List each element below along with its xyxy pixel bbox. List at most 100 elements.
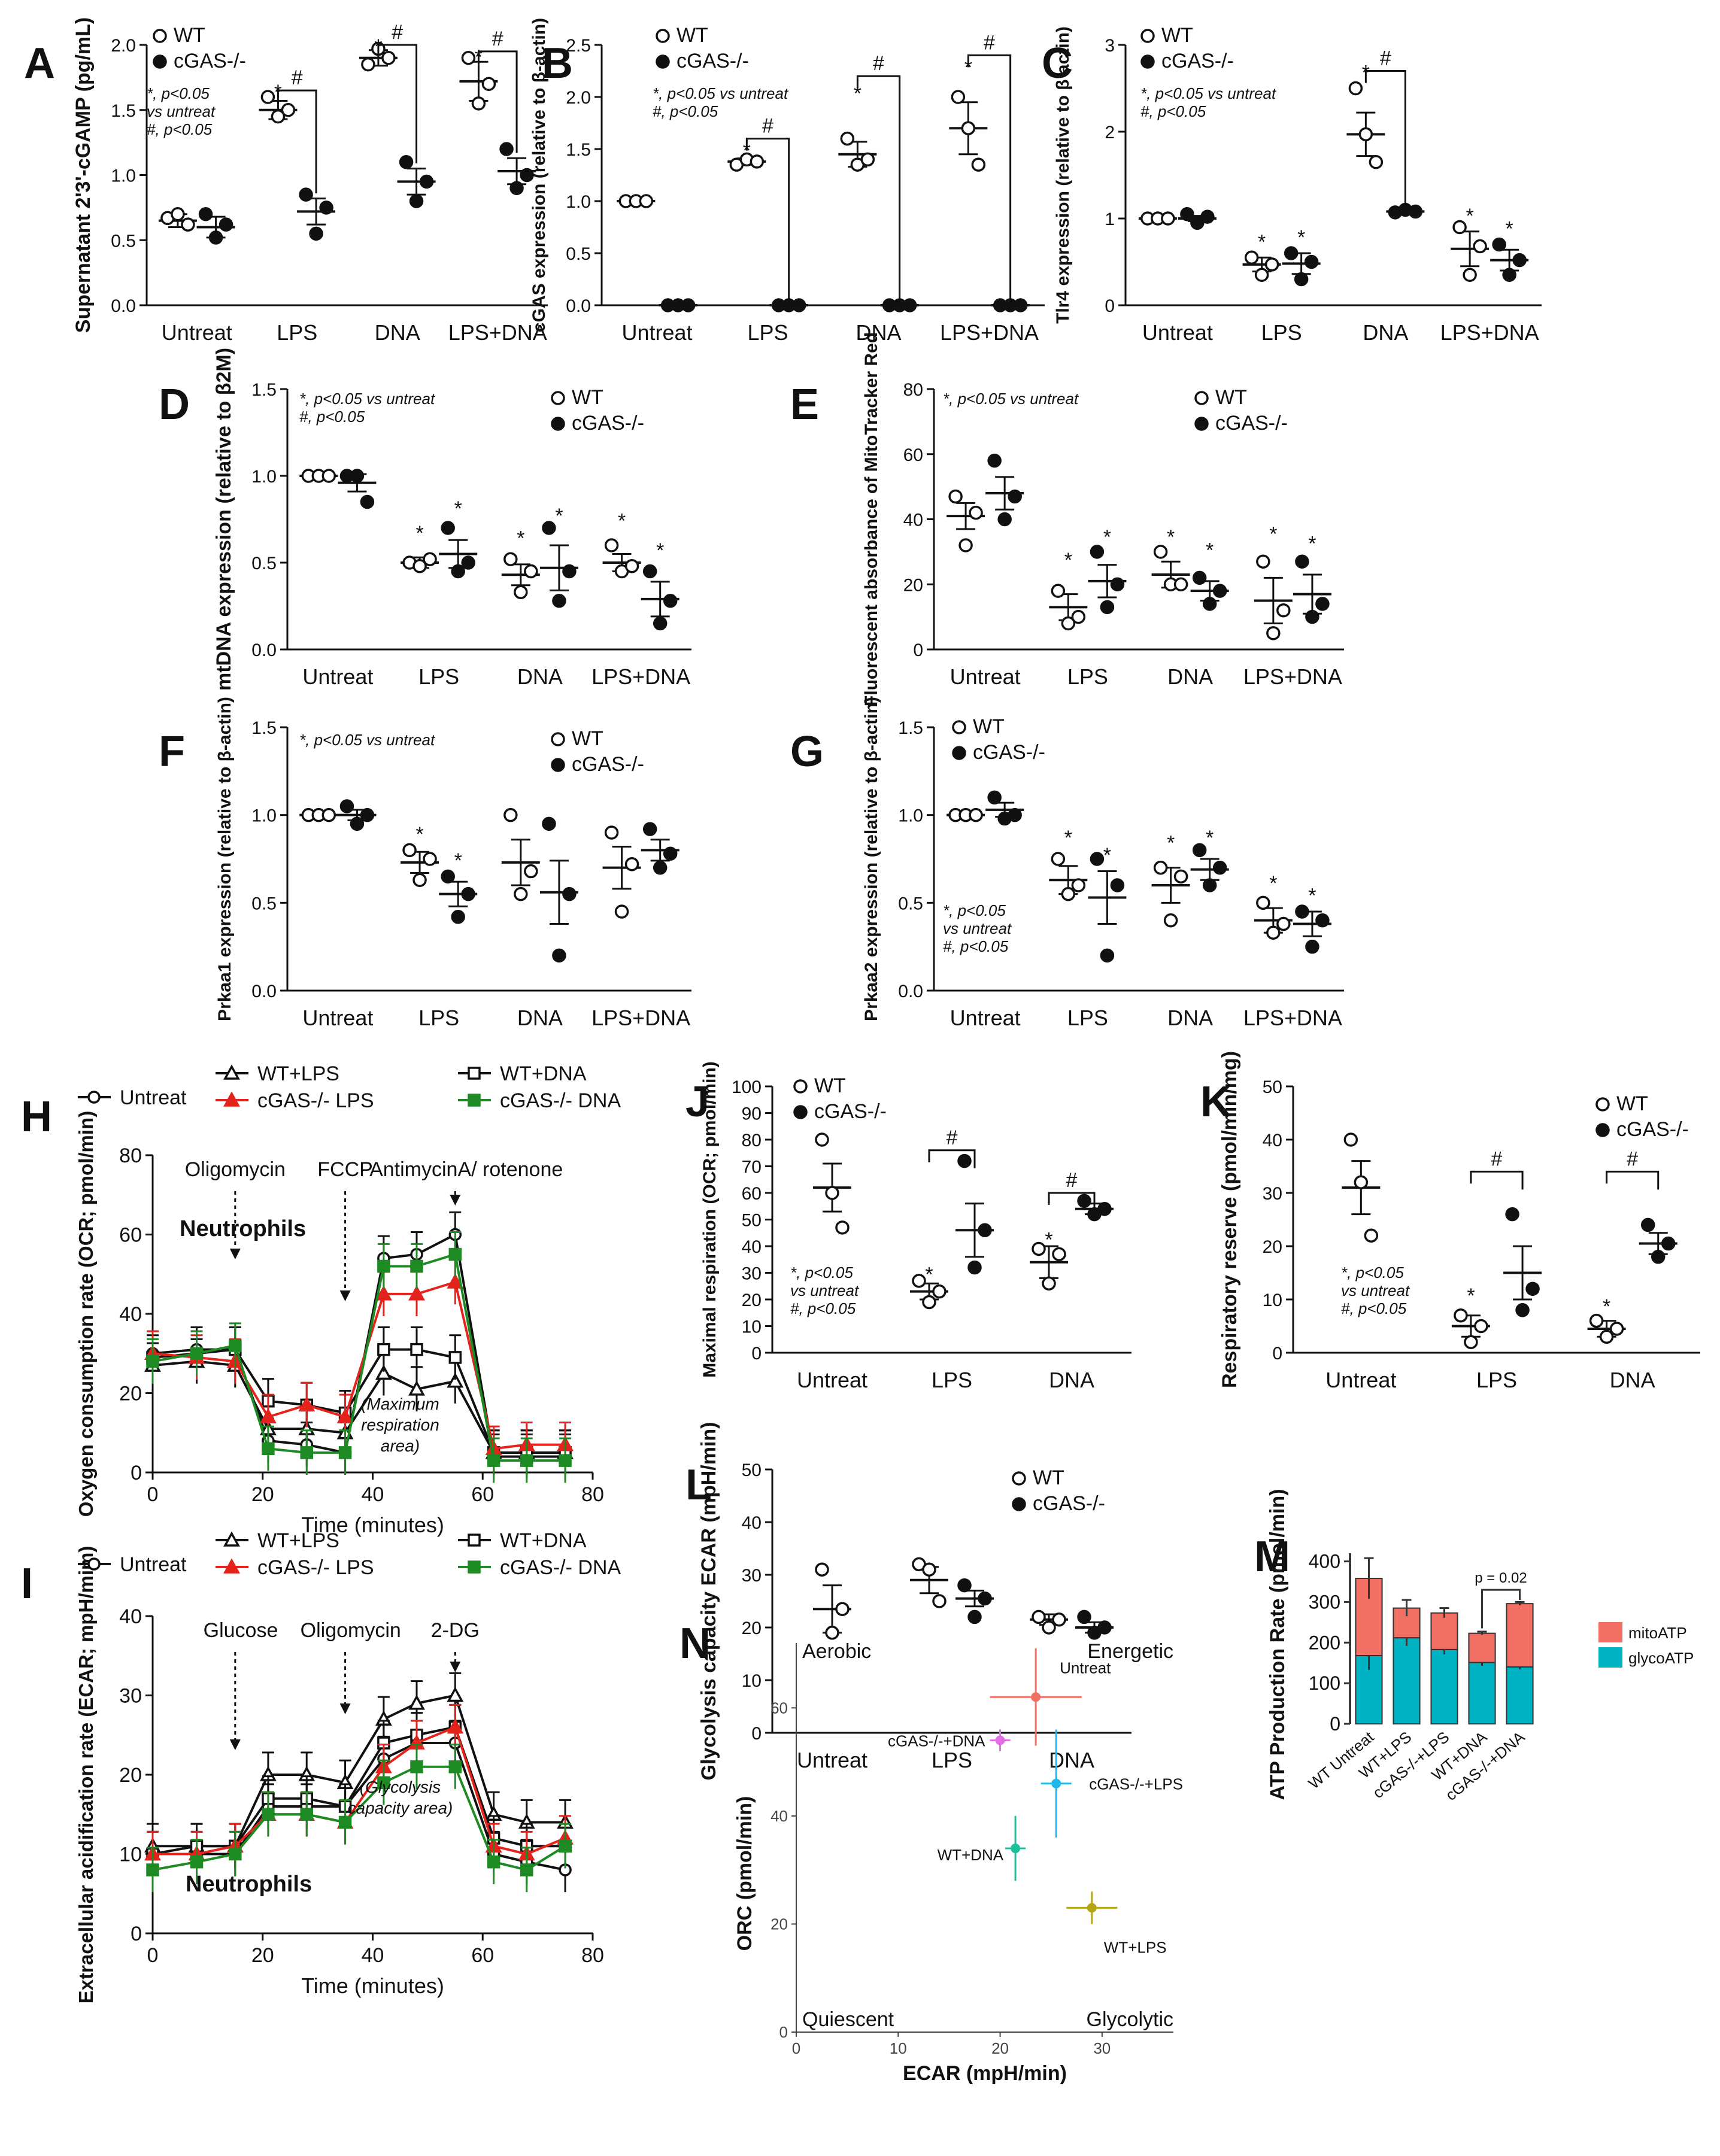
quadrant-label: Aerobic [802,1640,871,1663]
data-point [932,1594,947,1608]
data-point [1651,1250,1666,1264]
panel-label: H [21,1093,52,1141]
line-marker [259,1408,277,1423]
legend-label-wt: WT [1616,1092,1648,1115]
data-point [321,807,336,822]
category-label: LPS [932,1368,972,1392]
y-axis-label: Tlr4 expression (relative to β actin) [1053,26,1073,324]
category-label: LPS+DNA [1243,1006,1342,1030]
category-label: LPS+DNA [591,664,690,689]
line-marker [336,1408,354,1423]
data-point [978,1591,992,1606]
data-point [1525,1282,1540,1296]
line-marker [468,1560,481,1574]
line-marker [408,1695,425,1710]
legend-label: cGAS-/- LPS [257,1089,374,1112]
y-tick-label: 1.5 [251,380,277,400]
data-point [461,51,476,65]
x-tick-label: 80 [581,1944,604,1967]
significance-star: * [1258,230,1266,253]
legend-marker-wt [1012,1471,1026,1486]
injection-label: Oligomycin [185,1158,286,1181]
significance-star: * [415,522,423,545]
data-point [951,90,966,104]
y-tick-label: 0 [913,640,923,660]
line-marker [375,1364,392,1380]
data-point [1364,1228,1379,1243]
y-tick-label: 0 [1272,1344,1282,1364]
panel-label: I [21,1560,33,1608]
data-point [451,910,465,924]
line-marker [223,1064,240,1080]
data-point [1276,916,1291,931]
significance-star: * [1167,526,1175,549]
data-point [978,1223,992,1238]
y-tick-label: 80 [903,380,923,400]
data-point [499,142,514,156]
panel-label: D [159,381,190,429]
data-point [791,298,806,312]
injection-label: AntimycinA/ rotenone [369,1158,563,1181]
data-point [1305,939,1319,954]
y-tick-label: 60 [770,1699,788,1717]
data-point [1173,869,1188,884]
data-point [1505,1207,1519,1222]
y-axis-label: mtDNA expression (relative to β2M) [213,348,235,691]
data-point [524,564,538,579]
stats-note: #, p<0.05 [653,102,718,120]
data-point [1661,1236,1676,1251]
significance-bracket [377,44,418,163]
data-point [309,226,323,241]
data-point [481,77,496,91]
line-marker [377,1343,390,1356]
y-tick-label: 0 [751,1724,762,1744]
category-label: LPS [418,664,459,689]
data-point [1090,852,1105,866]
panel-label: M [1254,1533,1290,1581]
series-line [152,1253,566,1462]
data-point [1256,895,1270,910]
line-marker [447,1273,464,1289]
data-point [957,1153,972,1168]
legend-marker-wt [793,1079,808,1094]
data-point [653,860,668,875]
injection-label: FCCP [317,1158,373,1181]
data-point [339,799,354,813]
data-point [1077,1610,1091,1624]
data-point [912,1274,926,1288]
y-tick-label: 40 [742,1237,762,1257]
legend-marker-ko [1194,417,1209,431]
line-marker [223,1091,240,1107]
legend-label: mitoATP [1628,1624,1687,1642]
data-point [1294,272,1309,287]
data-point [1110,577,1125,591]
data-point [350,469,365,483]
data-point [639,194,654,208]
data-point [1599,1329,1614,1344]
line-marker [338,1446,352,1459]
stats-note: *, p<0.05 [1341,1264,1404,1282]
significance-star: * [1206,539,1214,561]
data-point [1454,1308,1468,1323]
significance-star: * [964,56,972,79]
y-tick-label: 0 [751,1344,762,1364]
data-point [1097,1620,1112,1635]
legend-marker-wt [551,732,565,746]
data-point [1212,584,1227,598]
data-point [399,155,414,169]
data-point [1008,807,1022,822]
legend-label: WT+LPS [257,1529,339,1552]
line-marker [520,1454,533,1467]
y-tick-label: 300 [1309,1591,1340,1613]
data-point [1264,257,1279,272]
category-label: DNA [1049,1368,1094,1392]
x-tick-label: 40 [362,1944,384,1967]
y-tick-label: 0 [1105,296,1115,316]
legend-label-ko: cGAS-/- [572,412,644,435]
category-label: DNA [1167,664,1213,689]
significance-hash: # [984,31,995,54]
injection-label: Glucose [204,1619,278,1642]
data-point [1192,843,1207,858]
legend-label-wt: WT [174,24,205,47]
